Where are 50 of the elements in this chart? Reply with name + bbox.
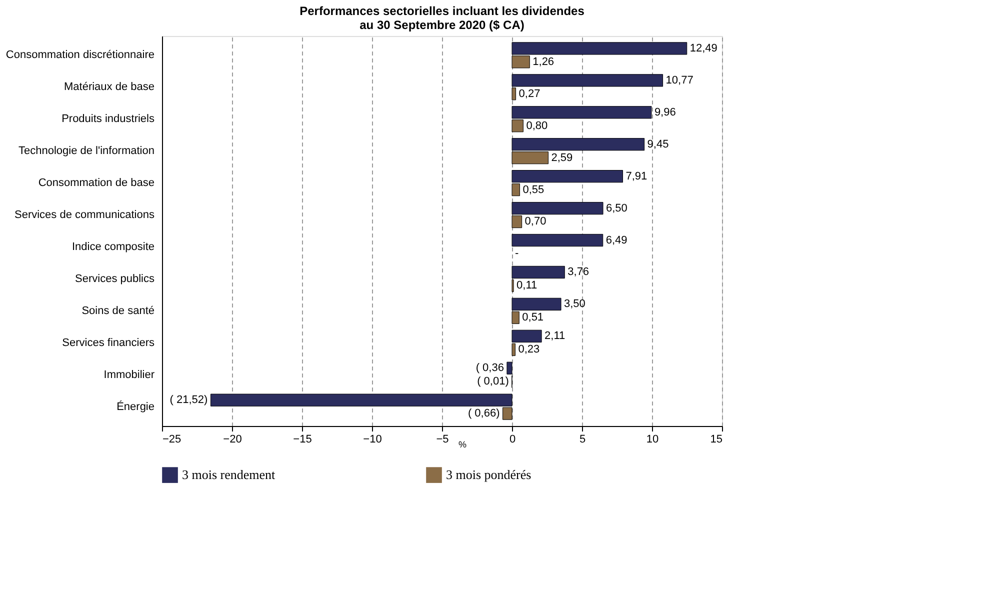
y-tick-label: Énergie bbox=[116, 400, 154, 413]
text: - bbox=[515, 248, 519, 260]
data-label: ( 0,01) bbox=[477, 376, 509, 388]
data-label: 0,27 bbox=[518, 88, 540, 100]
data-label: 10,77 bbox=[666, 74, 694, 86]
data-label: 3,76 bbox=[568, 266, 590, 278]
data-label: 0,80 bbox=[526, 120, 548, 132]
data-label: 7,91 bbox=[626, 170, 648, 182]
y-tick-label: Produits industriels bbox=[62, 113, 155, 126]
x-tick-label: −25 bbox=[162, 434, 182, 446]
x-tick-label: 5 bbox=[579, 434, 586, 446]
data-label: ( 21,52) bbox=[170, 394, 208, 406]
data-label: 9,96 bbox=[654, 106, 676, 118]
x-axis-title: % bbox=[458, 440, 467, 450]
data-label: 2,59 bbox=[551, 152, 573, 164]
data-label: 3,50 bbox=[564, 298, 586, 310]
text: au 30 Septembre 2020 ($ CA) bbox=[360, 18, 524, 32]
legend-label: 3 mois pondérés bbox=[446, 467, 532, 482]
data-label: 0,70 bbox=[524, 216, 546, 228]
data-label: 0,23 bbox=[518, 344, 540, 356]
x-tick-label: −10 bbox=[363, 434, 382, 446]
y-tick-label: Services financiers bbox=[62, 336, 155, 349]
y-tick-label: Services de communications bbox=[14, 209, 155, 222]
data-label: 0,51 bbox=[522, 312, 544, 324]
data-label: 9,45 bbox=[647, 138, 669, 150]
legend-label: 3 mois rendement bbox=[182, 467, 276, 482]
y-tick-label: Services publics bbox=[75, 272, 155, 285]
data-label: ( 0,66) bbox=[468, 408, 500, 420]
y-tick-label: Indice composite bbox=[72, 240, 154, 253]
y-tick-label: Consommation discrétionnaire bbox=[6, 49, 154, 62]
y-tick-label: Soins de santé bbox=[82, 304, 154, 317]
x-tick-label: 15 bbox=[710, 434, 722, 446]
data-label: 6,49 bbox=[606, 234, 628, 246]
data-label: 0,11 bbox=[516, 280, 538, 292]
data-label: 12,49 bbox=[690, 42, 718, 54]
data-label: 2,11 bbox=[544, 330, 566, 342]
y-tick-label: Consommation de base bbox=[38, 177, 154, 190]
data-label: 0,55 bbox=[522, 184, 544, 196]
data-label: 1,26 bbox=[532, 56, 554, 68]
data-label: 6,50 bbox=[606, 202, 628, 214]
y-tick-label: Immobilier bbox=[104, 368, 155, 381]
data-label: ( 0,36 bbox=[476, 362, 504, 374]
x-tick-label: −20 bbox=[223, 434, 242, 446]
x-tick-label: −5 bbox=[436, 434, 449, 446]
x-tick-label: 10 bbox=[646, 434, 659, 446]
x-tick-label: 0 bbox=[509, 434, 516, 446]
text: Performances sectorielles incluant les dividendes bbox=[300, 4, 584, 18]
x-tick-label: −15 bbox=[293, 434, 312, 446]
y-tick-label: Matériaux de base bbox=[64, 81, 154, 94]
y-tick-label: Technologie de l'information bbox=[18, 145, 154, 158]
